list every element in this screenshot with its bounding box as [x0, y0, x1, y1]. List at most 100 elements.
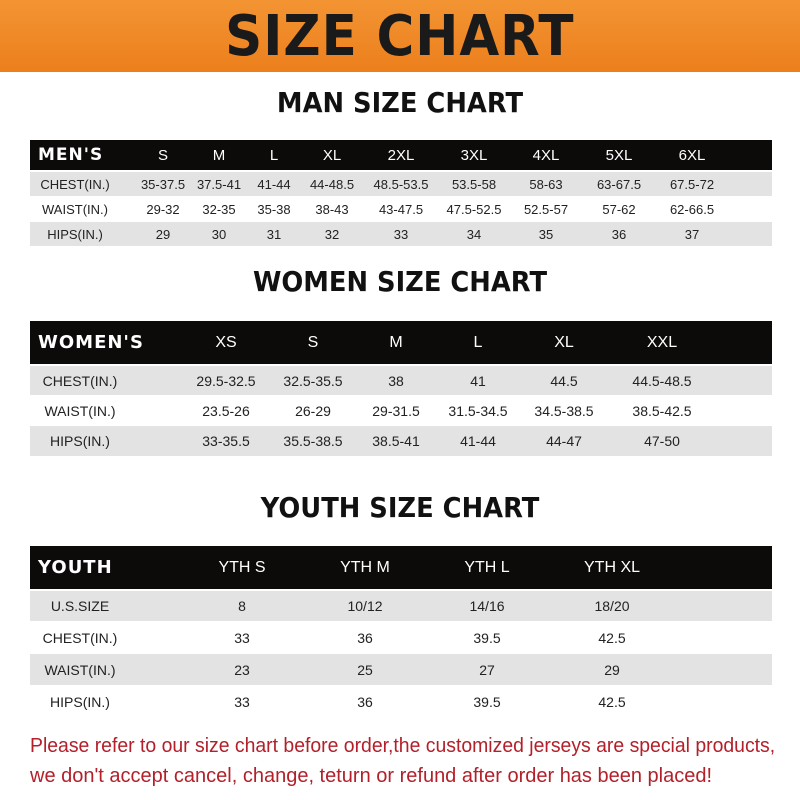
table-cell: 32-35 — [202, 201, 236, 217]
table-row: CHEST(IN.) 29.5-32.5 32.5-35.5 38 41 44.5 44.5… — [30, 366, 772, 395]
size-header: 3XL — [460, 146, 488, 164]
row-label: HIPS(IN.) — [50, 433, 110, 449]
table-cell: 41-44 — [460, 433, 496, 449]
table-header-row: WOMEN'S XS S M L XL XXL — [30, 321, 772, 364]
men-chart-title: MAN SIZE CHART — [276, 86, 524, 119]
table-cell: 23.5-26 — [202, 402, 250, 419]
header-label: WOMEN'S — [38, 332, 144, 353]
table-cell: 42.5 — [598, 693, 626, 710]
table-row: U.S.SIZE 8 10/12 14/16 18/20 — [30, 591, 772, 621]
size-header: 6XL — [678, 146, 706, 164]
table-cell: 35-38 — [257, 201, 291, 217]
row-label: U.S.SIZE — [50, 598, 110, 614]
table-cell: 67.5-72 — [669, 176, 715, 192]
table-row: HIPS(IN.) 29 30 31 32 33 34 35 36 37 — [30, 222, 772, 246]
size-header: L — [269, 146, 279, 164]
notice-line-1: Please refer to our size chart before or… — [30, 735, 776, 757]
size-header: S — [157, 146, 169, 164]
table-cell: 41 — [470, 372, 486, 389]
table-cell: 39.5 — [473, 693, 501, 710]
table-cell: 39.5 — [473, 629, 501, 646]
table-row: CHEST(IN.) 35-37.5 37.5-41 41-44 44-48.5 48.5… — [30, 172, 772, 196]
table-cell: 47-50 — [644, 433, 680, 449]
row-label: WAIST(IN.) — [44, 402, 116, 419]
table-cell: 31.5-34.5 — [448, 402, 508, 419]
size-header: XXL — [646, 333, 678, 351]
table-row: WAIST(IN.) 23 25 27 29 — [30, 654, 772, 685]
table-cell: 29-31.5 — [372, 402, 420, 419]
row-label: CHEST(IN.) — [42, 629, 118, 646]
size-header: 4XL — [532, 146, 560, 164]
size-header: 2XL — [387, 146, 415, 164]
table-cell: 32.5-35.5 — [283, 372, 343, 389]
table-cell: 35-37.5 — [140, 176, 186, 192]
table-cell: 26-29 — [295, 402, 331, 419]
table-cell: 29.5-32.5 — [196, 372, 256, 389]
table-cell: 53.5-58 — [451, 176, 497, 192]
table-row: CHEST(IN.) 33 36 39.5 42.5 — [30, 622, 772, 653]
table-cell: 58-63 — [529, 176, 563, 192]
row-label: CHEST(IN.) — [42, 372, 118, 389]
table-cell: 18/20 — [594, 598, 630, 614]
table-cell: 44-48.5 — [309, 176, 355, 192]
table-cell: 34 — [466, 226, 482, 242]
table-cell: 36 — [357, 629, 373, 646]
table-cell: 38 — [388, 372, 404, 389]
table-cell: 37.5-41 — [196, 176, 242, 192]
table-cell: 29 — [604, 661, 620, 678]
table-cell: 29-32 — [146, 201, 180, 217]
table-cell: 38.5-42.5 — [632, 402, 692, 419]
size-header: L — [473, 333, 483, 351]
size-header: XL — [554, 333, 574, 351]
table-cell: 63-67.5 — [596, 176, 642, 192]
table-cell: 10/12 — [347, 598, 383, 614]
size-header: M — [389, 333, 403, 351]
table-header-row: YOUTH YTH S YTH M YTH L YTH XL — [30, 546, 772, 589]
size-header: S — [307, 333, 319, 351]
size-header: YTH L — [464, 558, 510, 576]
row-label: CHEST(IN.) — [40, 176, 110, 192]
women-chart-title: WOMEN SIZE CHART — [252, 265, 548, 298]
table-cell: 34.5-38.5 — [534, 402, 594, 419]
size-header: YTH XL — [583, 558, 641, 576]
table-row: HIPS(IN.) 33 36 39.5 42.5 — [30, 686, 772, 717]
table-cell: 25 — [357, 661, 373, 678]
table-cell: 35 — [538, 226, 554, 242]
size-header: YTH S — [218, 558, 266, 576]
table-cell: 33 — [234, 693, 250, 710]
table-cell: 33-35.5 — [202, 433, 250, 449]
table-cell: 30 — [211, 226, 227, 242]
table-cell: 52.5-57 — [523, 201, 569, 217]
table-cell: 27 — [479, 661, 495, 678]
row-label: WAIST(IN.) — [44, 661, 116, 678]
table-row: WAIST(IN.) 23.5-26 26-29 29-31.5 31.5-34.5 34… — [30, 396, 772, 425]
table-cell: 57-62 — [602, 201, 636, 217]
size-header: YTH M — [340, 558, 390, 576]
table-cell: 36 — [611, 226, 627, 242]
header-label: MEN'S — [38, 145, 104, 165]
table-cell: 42.5 — [598, 629, 626, 646]
table-cell: 44-47 — [546, 433, 582, 449]
table-header-row: MEN'S S M L XL 2XL 3XL 4XL 5XL 6XL — [30, 140, 772, 170]
table-cell: 47.5-52.5 — [446, 201, 502, 217]
table-cell: 33 — [393, 226, 409, 242]
table-cell: 62-66.5 — [669, 201, 715, 217]
size-header: XL — [322, 146, 342, 164]
row-label: WAIST(IN.) — [42, 201, 108, 217]
table-cell: 38.5-41 — [372, 433, 420, 449]
table-cell: 23 — [234, 661, 250, 678]
table-cell: 32 — [324, 226, 340, 242]
table-row: WAIST(IN.) 29-32 32-35 35-38 38-43 43-47.5 47.… — [30, 197, 772, 221]
notice-line-2: we don't accept cancel, change, teturn o… — [30, 765, 713, 787]
table-cell: 44.5-48.5 — [632, 372, 692, 389]
table-cell: 41-44 — [257, 176, 291, 192]
table-cell: 48.5-53.5 — [373, 176, 429, 192]
size-header: 5XL — [605, 146, 633, 164]
size-chart-banner: SIZE CHART — [0, 0, 800, 72]
header-label: YOUTH — [38, 557, 113, 578]
table-cell: 31 — [266, 226, 282, 242]
table-cell: 36 — [357, 693, 373, 710]
youth-chart-title: YOUTH SIZE CHART — [260, 491, 540, 524]
table-row: HIPS(IN.) 33-35.5 35.5-38.5 38.5-41 41-44 44-… — [30, 426, 772, 456]
table-cell: 35.5-38.5 — [283, 433, 343, 449]
